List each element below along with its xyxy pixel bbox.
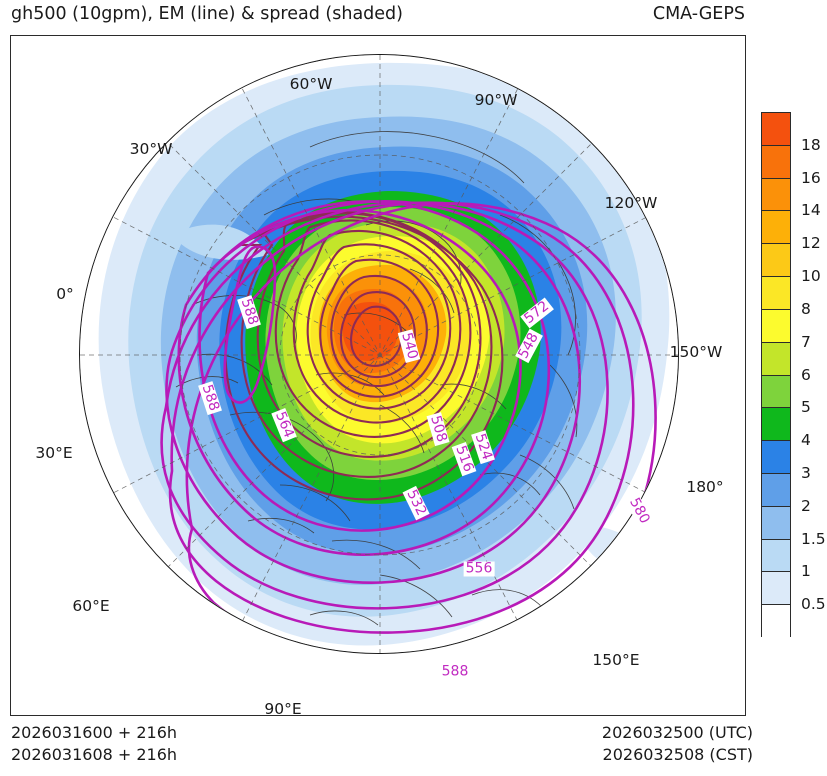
colorbar-tick-label: 6: [801, 365, 811, 384]
spread-outer-lobes: [172, 95, 650, 571]
colorbar-band: [762, 408, 790, 442]
colorbar-tick-label: 14: [801, 201, 821, 220]
colorbar-band: [762, 605, 790, 638]
longitude-label: 150°W: [669, 343, 723, 361]
model-name-label: CMA-GEPS: [652, 4, 745, 24]
longitude-label: 180°: [686, 478, 724, 496]
colorbar-tick-label: 18: [801, 135, 821, 154]
longitude-label: 60°E: [72, 597, 110, 615]
contour-value-label: 588: [439, 663, 471, 680]
colorbar-tick-label: 8: [801, 299, 811, 318]
colorbar-bands: [761, 112, 791, 638]
longitude-label: 150°E: [592, 651, 640, 669]
colorbar-band: [762, 342, 790, 376]
longitude-label: 90°E: [264, 700, 302, 716]
init-time-cst-label: 2026031608 + 216h: [11, 745, 178, 764]
colorbar-band: [762, 145, 790, 179]
colorbar-band: [762, 113, 790, 146]
valid-time-utc-label: 2026032500 (UTC): [601, 723, 753, 742]
colorbar-band: [762, 572, 790, 606]
colorbar-tick-label: 4: [801, 431, 811, 450]
colorbar-band: [762, 539, 790, 573]
longitude-label: 0°: [56, 285, 74, 303]
longitude-label: 60°W: [289, 75, 333, 93]
colorbar-band: [762, 375, 790, 409]
geopotential-contours: [160, 200, 657, 653]
colorbar-band: [762, 277, 790, 310]
valid-time-cst-label: 2026032508 (CST): [602, 745, 753, 764]
colorbar-tick-label: 7: [801, 332, 811, 351]
init-time-utc-label: 2026031600 + 216h: [11, 723, 178, 742]
colorbar: 18 16 14 12 10 8 7 6 5 4 3 2 1.5 1 0.5: [761, 112, 826, 638]
colorbar-tick-label: 3: [801, 463, 811, 482]
colorbar-band: [762, 441, 790, 474]
graticule: [80, 55, 678, 653]
chart-title: gh500 (10gpm), EM (line) & spread (shade…: [11, 4, 403, 24]
colorbar-tick-label: 1: [801, 562, 811, 581]
longitude-label: 120°W: [604, 194, 658, 212]
colorbar-band: [762, 244, 790, 278]
colorbar-band: [762, 473, 790, 507]
colorbar-tick-label: 2: [801, 496, 811, 515]
colorbar-band: [762, 178, 790, 212]
longitude-label: 30°E: [35, 444, 73, 462]
colorbar-band: [762, 506, 790, 540]
colorbar-tick-label: 12: [801, 234, 821, 253]
colorbar-tick-label: 1.5: [801, 529, 826, 548]
colorbar-band: [762, 211, 790, 245]
plot-frame: 588 588 588 564 572 580 556 548 540 532 524 516 508 …: [10, 35, 746, 716]
longitude-label: 90°W: [474, 91, 518, 109]
colorbar-band: [762, 309, 790, 343]
colorbar-tick-label: 0.5: [801, 595, 826, 614]
colorbar-tick-label: 5: [801, 398, 811, 417]
longitude-label: 30°W: [129, 140, 173, 158]
colorbar-tick-label: 16: [801, 168, 821, 187]
colorbar-tick-label: 10: [801, 267, 821, 286]
contour-value-label: 556: [463, 560, 495, 577]
